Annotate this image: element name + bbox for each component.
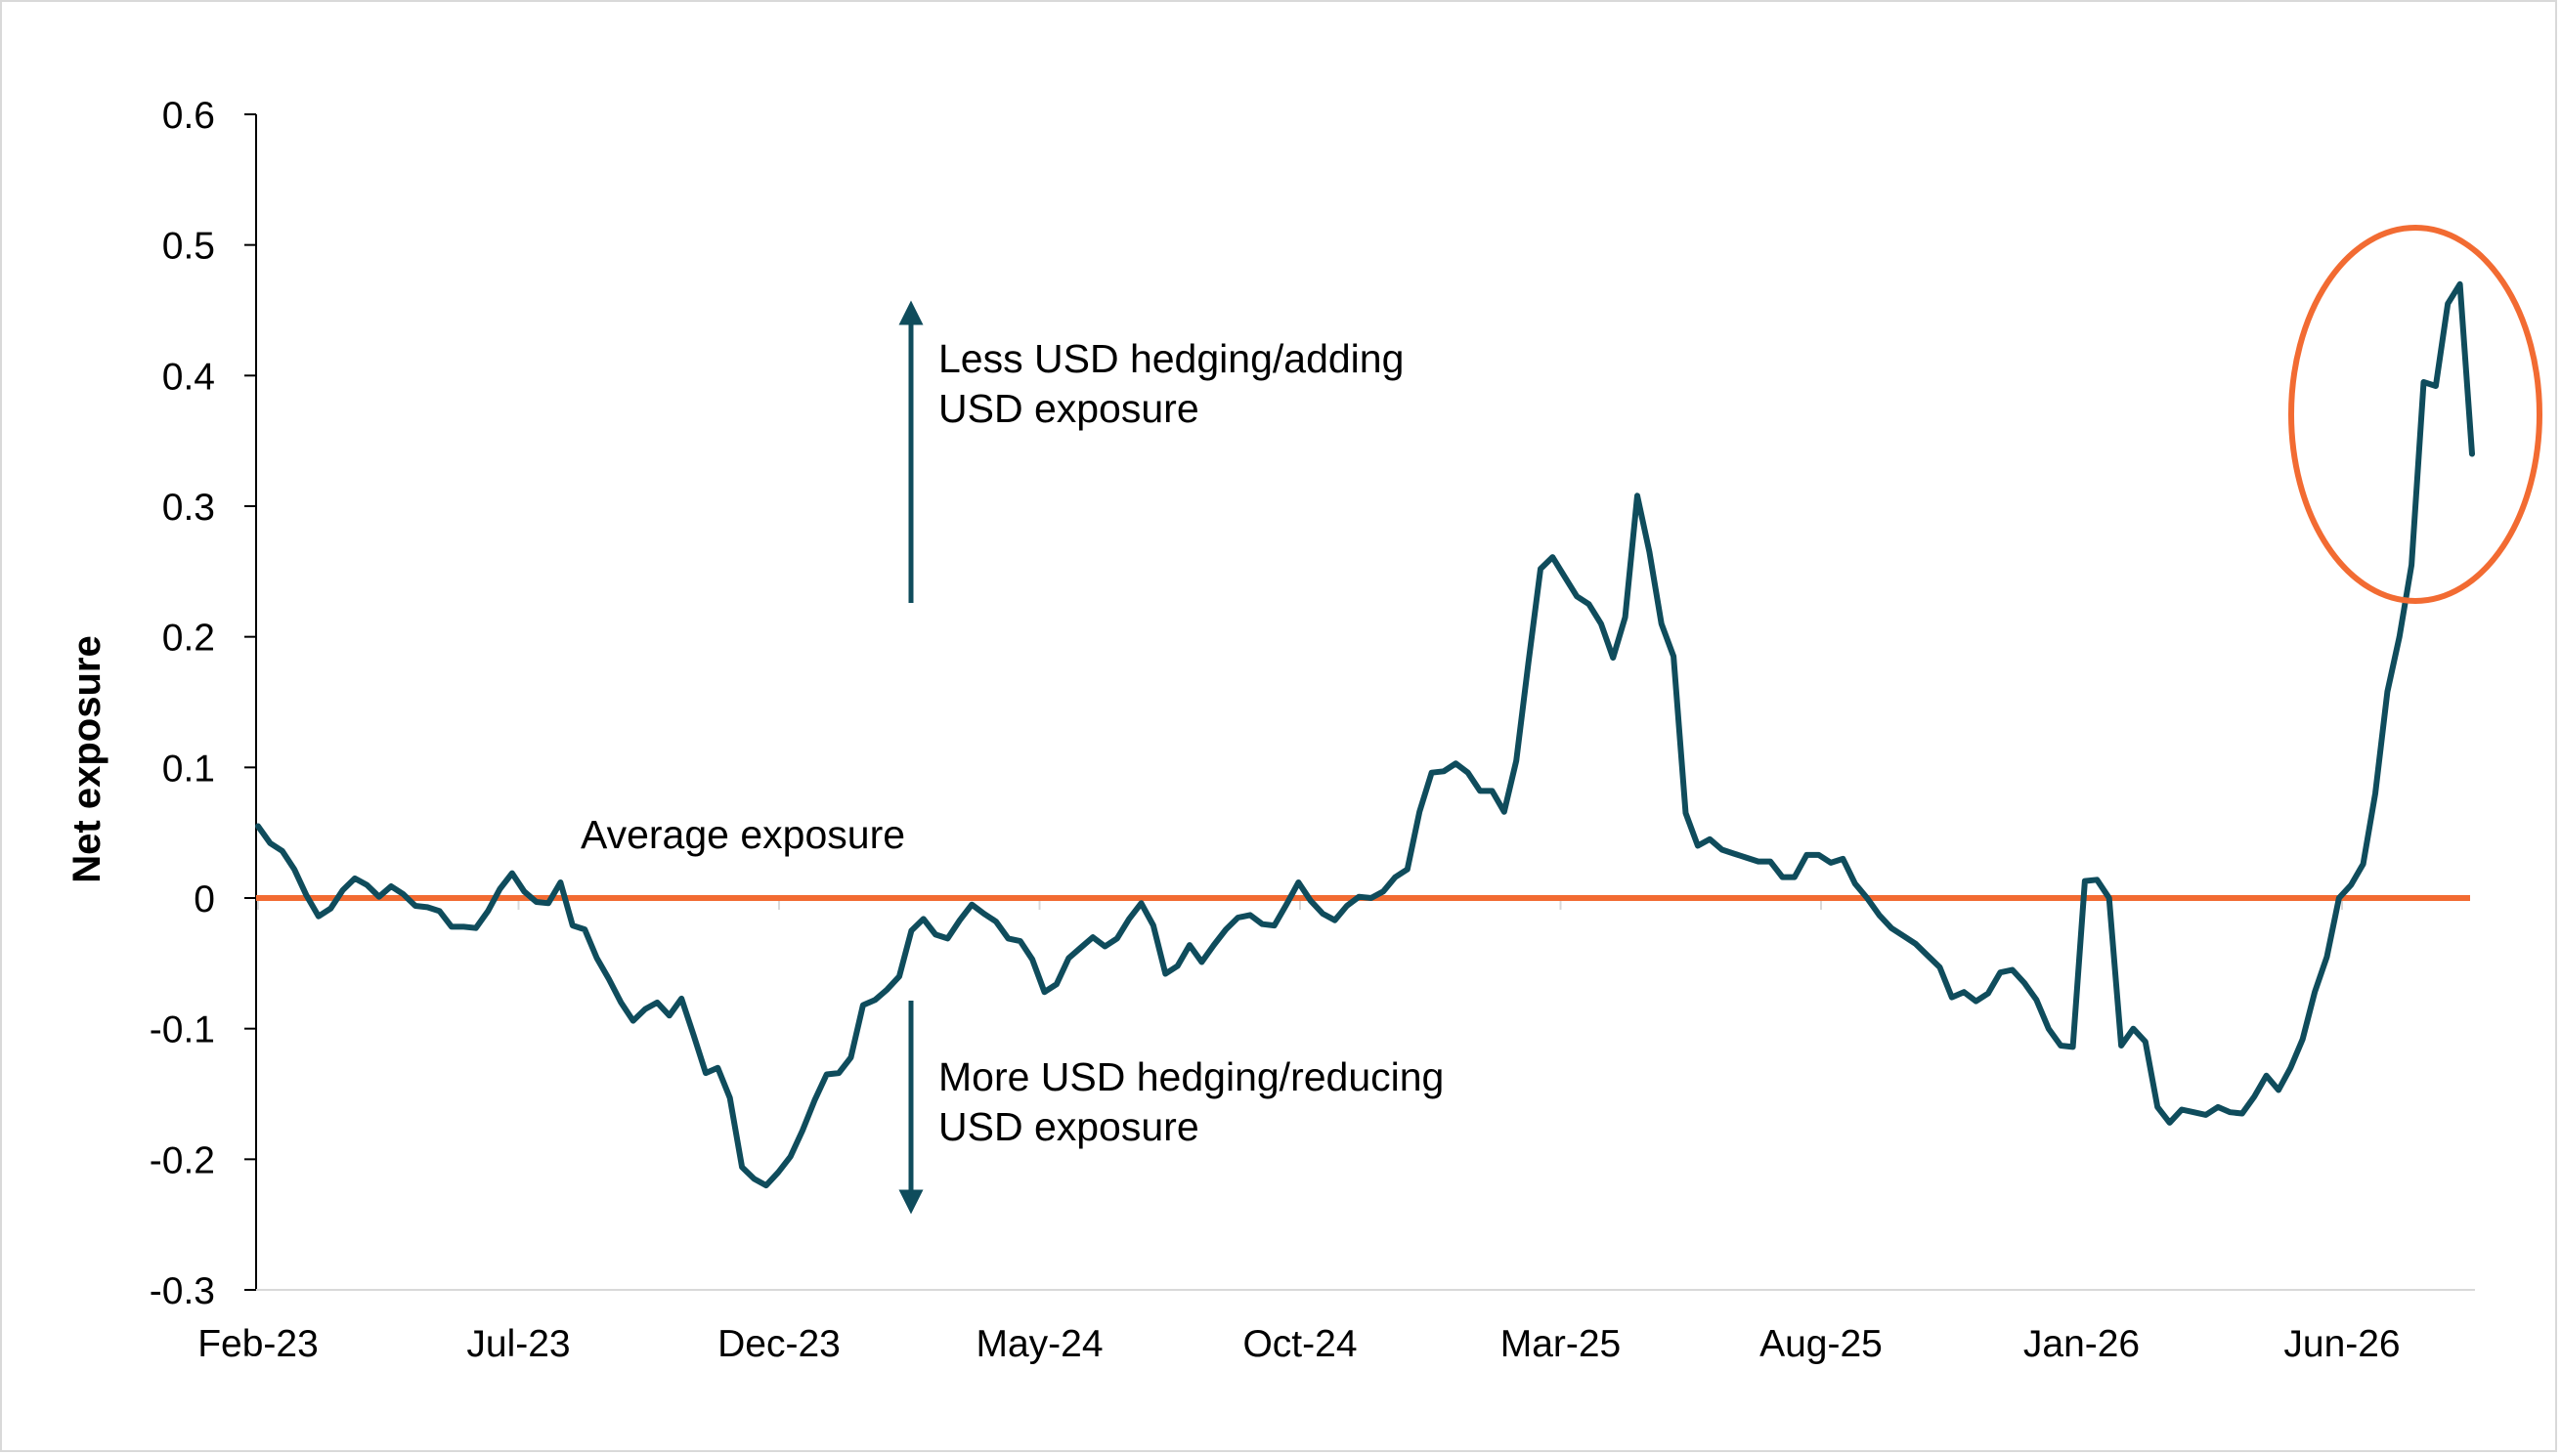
x-tick-label: Dec-23 (717, 1323, 841, 1365)
y-tick-label: 0.4 (162, 356, 215, 398)
y-axis: 0.6 0.5 0.4 0.3 0.2 0.1 0 -0.1 -0.2 -0.3 (150, 95, 257, 1312)
x-tick-label: Jun-26 (2283, 1323, 2400, 1365)
net-exposure-series-line (255, 280, 2475, 1189)
x-tick-label: Feb-23 (197, 1323, 319, 1365)
y-tick-label: 0.6 (162, 95, 215, 137)
y-tick-label: 0 (194, 878, 215, 921)
more-hedging-label-line2: USD exposure (938, 1104, 1199, 1149)
more-hedging-label-line1: More USD hedging/reducing (938, 1054, 1444, 1099)
y-tick-label: 0.1 (162, 748, 215, 790)
x-axis: Feb-23 Jul-23 Dec-23 May-24 Oct-24 Mar-25 Aug-… (197, 898, 2475, 1365)
y-tick-label: 0.5 (162, 226, 215, 268)
y-axis-title: Net exposure (65, 635, 109, 882)
x-tick-label: May-24 (976, 1323, 1103, 1365)
less-hedging-label-line2: USD exposure (938, 386, 1199, 431)
y-tick-label: -0.3 (150, 1270, 215, 1312)
y-tick-label: 0.3 (162, 487, 215, 529)
y-tick-label: -0.2 (150, 1139, 215, 1181)
peak-highlight-ellipse (2288, 225, 2542, 604)
y-tick-label: -0.1 (150, 1009, 215, 1051)
x-tick-label: Mar-25 (1500, 1323, 1622, 1365)
x-tick-label: Oct-24 (1242, 1323, 1357, 1365)
y-tick-label: 0.2 (162, 618, 215, 660)
x-tick-label: Aug-25 (1759, 1323, 1883, 1365)
x-tick-label: Jan-26 (2023, 1323, 2140, 1365)
less-hedging-label-line1: Less USD hedging/adding (938, 336, 1404, 381)
x-tick-label: Jul-23 (466, 1323, 570, 1365)
average-exposure-label: Average exposure (581, 812, 905, 857)
